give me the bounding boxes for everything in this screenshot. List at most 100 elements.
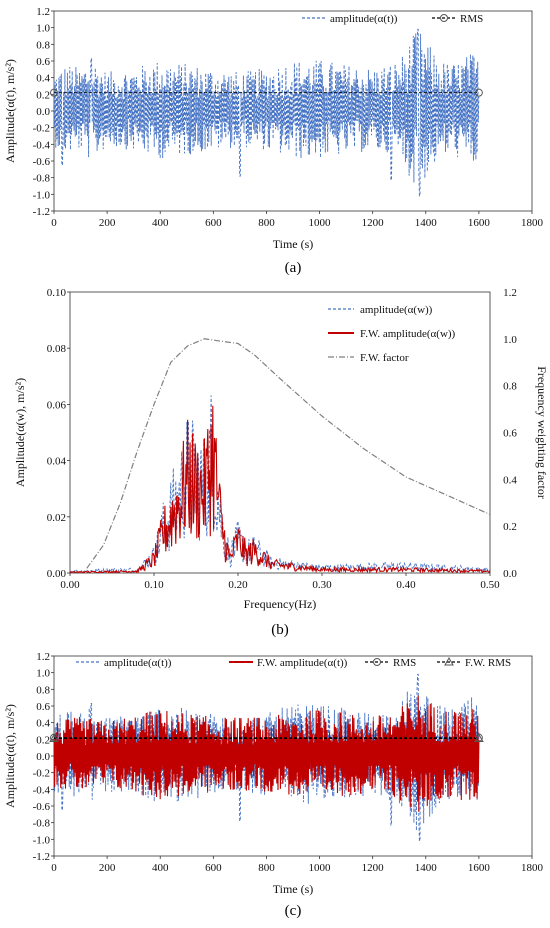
x-tick-label: 0.50 bbox=[480, 579, 500, 591]
y-tick-label: 1.2 bbox=[36, 651, 50, 663]
rms-marker bbox=[474, 88, 483, 97]
y-tick-label: 0.2 bbox=[36, 89, 50, 101]
legend-label: RMS bbox=[460, 13, 483, 25]
y-tick-label: 1.2 bbox=[36, 6, 50, 18]
y-tick-label: -1.2 bbox=[33, 851, 50, 863]
y-tick-label: 1.0 bbox=[36, 668, 50, 680]
y-tick-label: -0.2 bbox=[33, 768, 50, 780]
x-tick-label: 400 bbox=[152, 862, 169, 874]
y2-tick-label: 1.2 bbox=[503, 287, 517, 299]
y-tick-label: 0.4 bbox=[36, 718, 50, 730]
y-tick-label: 0.0 bbox=[36, 751, 50, 763]
y-axis-label: Amplitude(α(w), m/s²) bbox=[13, 378, 27, 487]
x-tick-label: 1600 bbox=[468, 862, 491, 874]
y-tick-label: 0.04 bbox=[47, 456, 67, 468]
fw-rms-marker bbox=[474, 733, 484, 742]
x-tick-label: 800 bbox=[258, 862, 275, 874]
y-tick-label: -0.4 bbox=[33, 139, 51, 151]
x-tick-label: 1400 bbox=[415, 862, 438, 874]
y-tick-label: 0.0 bbox=[36, 106, 50, 118]
panel-caption: (b) bbox=[271, 622, 289, 638]
y-tick-label: 0.8 bbox=[36, 684, 50, 696]
y-tick-label: -1.0 bbox=[33, 189, 51, 201]
legend-label: RMS bbox=[393, 657, 416, 669]
x-tick-label: 1400 bbox=[415, 217, 438, 229]
x-tick-label: 800 bbox=[258, 217, 275, 229]
x-tick-label: 1200 bbox=[362, 217, 385, 229]
legend-marker bbox=[444, 656, 454, 666]
y2-tick-label: 0.2 bbox=[503, 521, 517, 533]
x-tick-label: 600 bbox=[205, 862, 222, 874]
y-tick-label: 0.08 bbox=[47, 343, 67, 355]
chart-panel-a: -1.2 -1.0 -0.8 -0.6 -0.4 -0.2 0.0 0.2 0.4 0.6 0.8 1… bbox=[3, 6, 544, 276]
legend-label: F.W. amplitude(α(t)) bbox=[257, 657, 348, 669]
x-tick-label: 1600 bbox=[468, 217, 491, 229]
x-tick-label: 600 bbox=[205, 217, 222, 229]
x-axis-label: Time (s) bbox=[273, 237, 314, 251]
x-tick-label: 1000 bbox=[309, 217, 332, 229]
x-tick-label: 0 bbox=[51, 217, 57, 229]
y2-tick-label: 0.6 bbox=[503, 428, 517, 440]
legend-label: amplitude(α(t)) bbox=[104, 657, 172, 669]
y-tick-label: -1.0 bbox=[33, 834, 51, 846]
legend-label: F.W. factor bbox=[360, 352, 409, 364]
y-tick-label: -1.2 bbox=[33, 206, 50, 218]
y2-tick-label: 1.0 bbox=[503, 334, 517, 346]
y-axis-label: Amplitude(α(t), m/s²) bbox=[3, 59, 17, 163]
x-tick-label: 0.10 bbox=[144, 579, 164, 591]
y-axis-label: Amplitude(α(t), m/s²) bbox=[3, 704, 17, 808]
x-tick-label: 0.00 bbox=[60, 579, 80, 591]
x-tick-label: 0.40 bbox=[396, 579, 416, 591]
series-line-0 bbox=[69, 395, 491, 574]
y-tick-label: 0.2 bbox=[36, 734, 50, 746]
x-tick-label: 200 bbox=[99, 217, 116, 229]
legend-label: amplitude(α(t)) bbox=[330, 13, 398, 25]
y-tick-label: 0.6 bbox=[36, 56, 50, 68]
y2-tick-label: 0.0 bbox=[503, 568, 517, 580]
y-tick-label: 0.8 bbox=[36, 39, 50, 51]
fw-rms-marker bbox=[49, 733, 59, 742]
x-axis-label: Time (s) bbox=[273, 882, 314, 896]
y-tick-label: -0.2 bbox=[33, 123, 50, 135]
y-tick-label: 0.06 bbox=[47, 399, 67, 411]
legend-marker bbox=[373, 658, 381, 666]
chart-panel-b: 0.00 0.02 0.04 0.06 0.08 0.10 0.00 0.10 0.20 0.30… bbox=[13, 287, 549, 638]
x-tick-label: 400 bbox=[152, 217, 169, 229]
x-tick-label: 0.20 bbox=[228, 579, 248, 591]
series-line-1 bbox=[69, 405, 491, 574]
y-tick-label: 0.10 bbox=[47, 287, 67, 299]
legend-label: amplitude(α(w)) bbox=[360, 304, 433, 316]
legend-label: F.W. amplitude(α(w)) bbox=[360, 328, 456, 340]
chart-panel-c: -1.2 -1.0 -0.8 -0.6 -0.4 -0.2 0.0 0.2 0.4 0.6 0.8 1… bbox=[3, 651, 544, 919]
x-tick-label: 1000 bbox=[309, 862, 332, 874]
legend-label: F.W. RMS bbox=[465, 657, 511, 669]
series-line-1 bbox=[53, 695, 480, 812]
x-tick-label: 0.30 bbox=[312, 579, 332, 591]
y-tick-label: 0.6 bbox=[36, 701, 50, 713]
y2-tick-label: 0.8 bbox=[503, 381, 517, 393]
plot-area-frame bbox=[69, 291, 491, 574]
y-tick-label: -0.8 bbox=[33, 818, 51, 830]
y-tick-label: 0.02 bbox=[47, 512, 66, 524]
series-line-2 bbox=[86, 338, 491, 569]
y2-tick-label: 0.4 bbox=[503, 474, 517, 486]
y-tick-label: -0.6 bbox=[33, 801, 51, 813]
y-tick-label: -0.6 bbox=[33, 156, 51, 168]
y-tick-label: -0.8 bbox=[33, 173, 51, 185]
x-tick-label: 1800 bbox=[521, 862, 544, 874]
series-line-0 bbox=[53, 28, 480, 197]
x-tick-label: 1800 bbox=[521, 217, 544, 229]
y-tick-label: 0.00 bbox=[47, 568, 67, 580]
y-tick-label: -0.4 bbox=[33, 784, 51, 796]
y-tick-label: 0.4 bbox=[36, 73, 50, 85]
panel-caption: (a) bbox=[285, 260, 302, 276]
x-tick-label: 200 bbox=[99, 862, 116, 874]
rms-marker bbox=[50, 88, 58, 97]
legend-marker bbox=[440, 14, 448, 22]
y-tick-label: 1.0 bbox=[36, 23, 50, 35]
x-tick-label: 0 bbox=[51, 862, 57, 874]
x-axis-label: Frequency(Hz) bbox=[244, 597, 317, 611]
panel-caption: (c) bbox=[285, 903, 302, 919]
x-tick-label: 1200 bbox=[362, 862, 385, 874]
